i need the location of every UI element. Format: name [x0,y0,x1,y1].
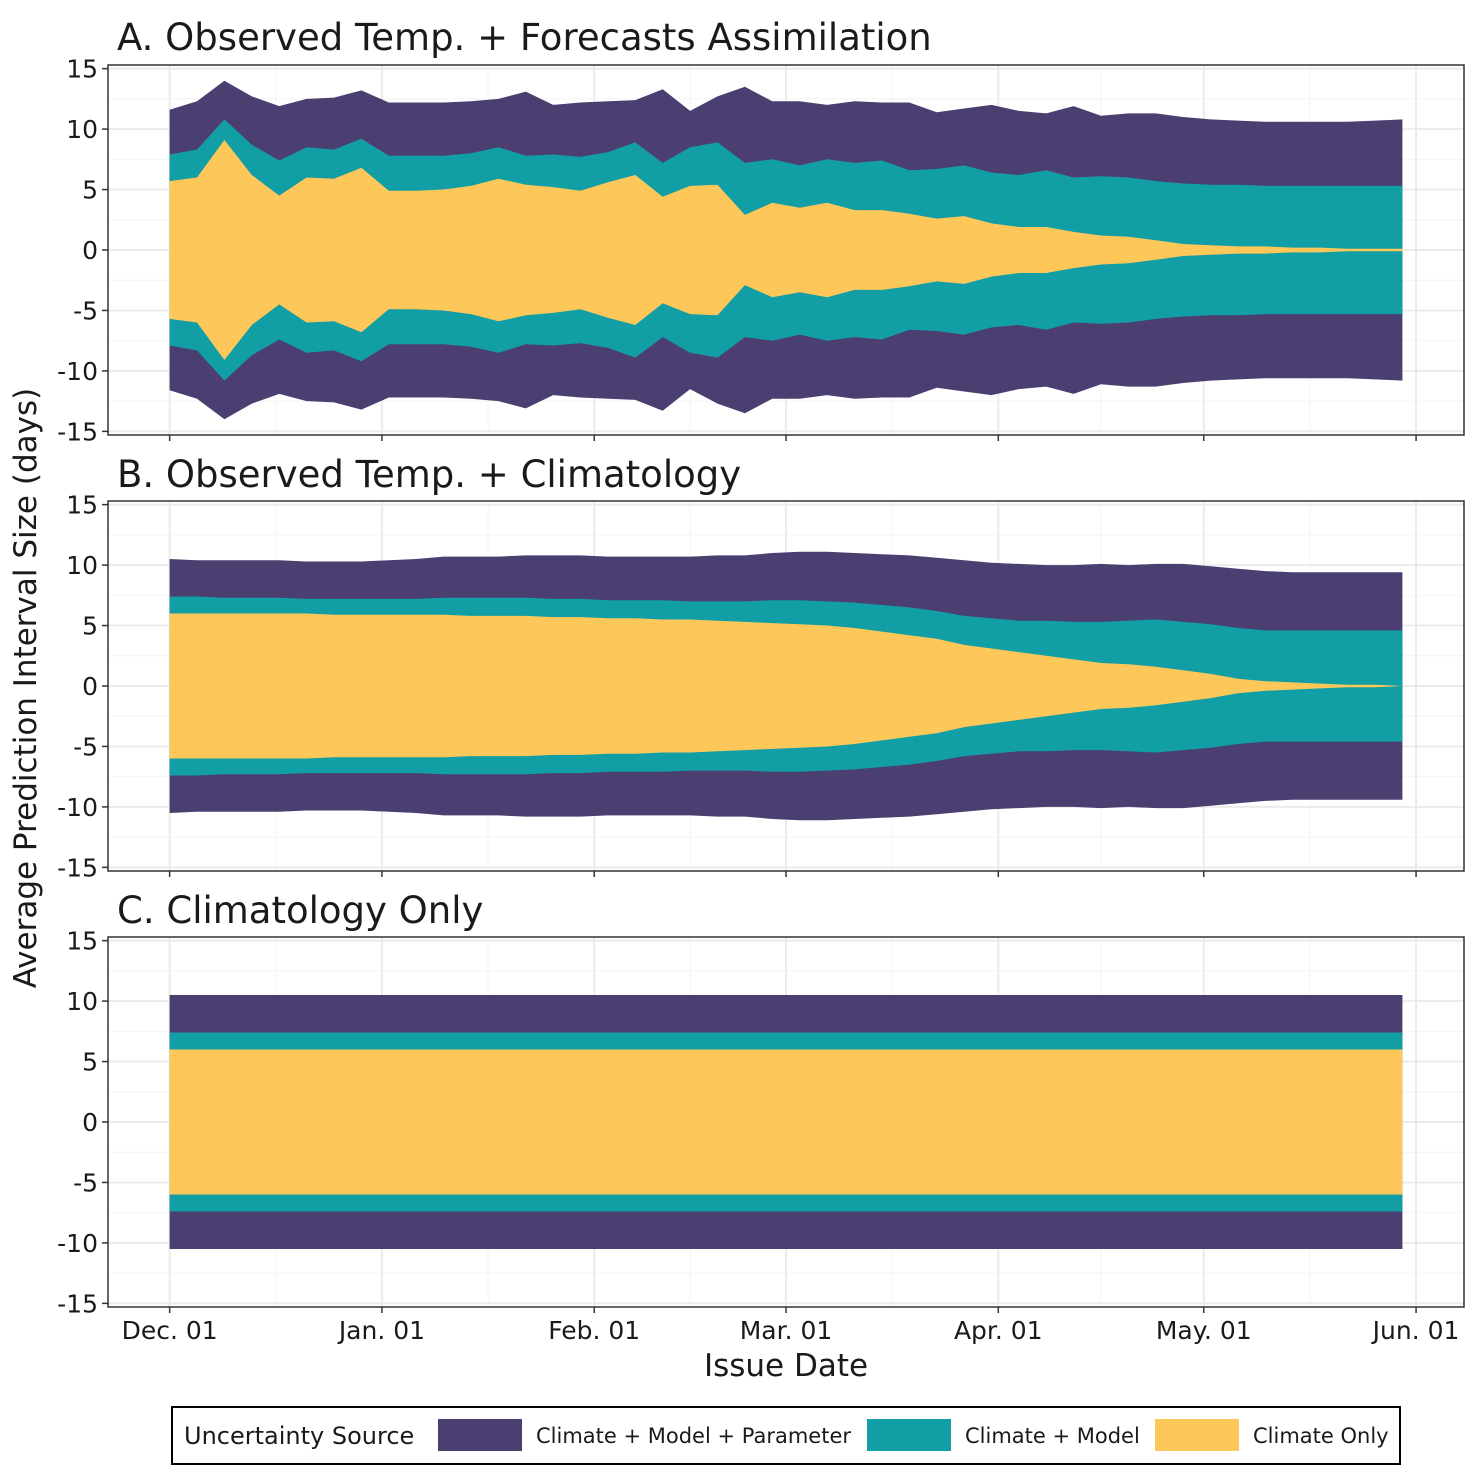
legend-box [171,1406,1401,1465]
x-tick-label: Mar. 01 [740,1316,833,1345]
panel-title: B. Observed Temp. + Climatology [117,453,741,496]
y-axis-title: Average Prediction Interval Size (days) [8,388,44,988]
y-tick-label: -15 [57,417,98,446]
y-tick-label: 5 [82,1048,98,1077]
x-tick-label: Feb. 01 [548,1316,640,1345]
legend-title: Uncertainty Source [184,1422,414,1450]
y-tick-label: 10 [66,551,98,580]
legend-key-climate-only [1155,1419,1239,1451]
y-tick-label: -10 [57,357,98,386]
y-tick-label: 15 [66,927,98,956]
panel-c: C. Climatology Only 15 10 5 0 -5 -10 -15 [57,889,1465,1318]
y-tick-label: -10 [57,793,98,822]
y-tick-label: -15 [57,1289,98,1318]
panel-a: A. Observed Temp. + Forecasts Assimilati… [57,16,1465,446]
y-tick-label: -5 [73,296,98,325]
y-tick-label: 10 [66,115,98,144]
legend: Uncertainty Source Climate + Model + Par… [171,1406,1401,1465]
y-tick-label: -10 [57,1229,98,1258]
panel-b: B. Observed Temp. + Climatology 15 10 5 0 -5 -… [57,453,1465,882]
x-tick-label: May. 01 [1156,1316,1252,1345]
x-axis: Dec. 01 Jan. 01 Feb. 01 Mar. 01 Apr. 01 May. … [122,1316,1460,1345]
legend-label-climate-model-parameter: Climate + Model + Parameter [536,1424,851,1448]
y-tick-label: 0 [82,1108,98,1137]
band-climate-only [169,140,1403,360]
x-axis-title: Issue Date [704,1348,868,1384]
y-tick-label: 10 [66,987,98,1016]
panel-title: A. Observed Temp. + Forecasts Assimilati… [117,16,932,59]
x-tick-label: Dec. 01 [122,1316,218,1345]
y-tick-label: -5 [73,732,98,761]
legend-key-climate-model [867,1419,951,1451]
panels: A. Observed Temp. + Forecasts Assimilati… [57,16,1465,1318]
y-tick-label: 15 [66,55,98,84]
panel-title: C. Climatology Only [117,889,483,932]
band-climate-only [169,613,1403,759]
band-climate-only [169,1049,1403,1195]
legend-key-climate-model-parameter [438,1419,522,1451]
x-tick-label: Jun. 01 [1371,1316,1460,1345]
y-tick-label: 15 [66,491,98,520]
y-tick-label: 5 [82,612,98,641]
legend-label-climate-only: Climate Only [1253,1424,1389,1448]
y-axis-title-text: Average Prediction Interval Size (days) [8,388,44,988]
y-tick-label: 0 [82,672,98,701]
y-tick-label: 0 [82,236,98,265]
y-tick-label: -5 [73,1168,98,1197]
y-tick-label: 5 [82,176,98,205]
legend-label-climate-model: Climate + Model [965,1424,1140,1448]
x-tick-label: Apr. 01 [954,1316,1043,1345]
y-tick-label: -15 [57,853,98,882]
x-tick-label: Jan. 01 [337,1316,425,1345]
